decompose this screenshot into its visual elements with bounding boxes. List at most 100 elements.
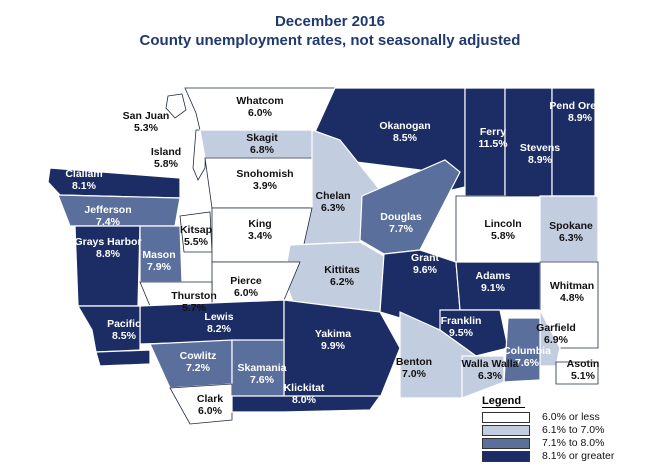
legend-title: Legend — [482, 395, 526, 408]
county-label-stevens: Stevens 8.9% — [520, 142, 560, 166]
county-walla-walla — [461, 355, 505, 399]
county-rate: 8.0% — [292, 394, 316, 406]
county-name: Stevens — [519, 142, 561, 154]
county-name: Skagit — [246, 132, 278, 144]
county-label-spokane: Spokane 6.3% — [549, 220, 593, 244]
county-rate: 6.3% — [321, 202, 345, 214]
county-label-cowlitz: Cowlitz 7.2% — [180, 350, 217, 374]
county-rate: 6.0% — [248, 107, 272, 119]
county-label-chelan: Chelan 6.3% — [315, 190, 350, 214]
county-label-san-juan: San Juan 5.3% — [123, 110, 170, 134]
county-name: Lincoln — [484, 218, 522, 230]
county-label-pierce: Pierce 6.0% — [230, 275, 262, 299]
county-label-benton: Benton 7.0% — [396, 356, 432, 380]
county-label-island: Island 5.8% — [151, 146, 181, 170]
legend-swatch — [482, 412, 530, 423]
legend-swatch — [482, 425, 530, 436]
county-rate: 8.1% — [72, 180, 96, 192]
county-label-lincoln: Lincoln 5.8% — [484, 218, 521, 242]
legend: Legend 6.0% or less 6.1% to 7.0% 7.1% to 8… — [482, 395, 652, 465]
county-name: Snohomish — [236, 168, 294, 180]
county-asotin — [555, 361, 599, 385]
county-name: Adams — [475, 270, 511, 282]
county-rate: 7.4% — [96, 216, 120, 228]
county-name: San Juan — [122, 110, 170, 122]
legend-item: 6.0% or less — [482, 411, 652, 424]
county-rate: 6.0% — [198, 405, 222, 417]
county-name: Clallam — [65, 168, 103, 180]
county-label-grays-harbor: Grays Harbor 8.8% — [74, 236, 141, 260]
county-label-king: King 3.4% — [248, 218, 272, 242]
county-rate: 7.7% — [389, 223, 413, 235]
county-label-clallam: Clallam 8.1% — [65, 168, 102, 192]
county-klickitat — [231, 395, 382, 413]
county-clark — [169, 383, 233, 425]
county-name: Skamania — [237, 362, 287, 374]
county-label-skagit: Skagit 6.8% — [246, 132, 278, 156]
county-rate: 5.7% — [182, 302, 206, 314]
county-rate: 6.0% — [234, 287, 258, 299]
county-rate: 7.0% — [402, 368, 426, 380]
county-name: Whatcom — [236, 95, 284, 107]
county-label-columbia: Columbia 7.6% — [503, 345, 551, 369]
county-label-kittitas: Kittitas 6.2% — [324, 264, 360, 288]
county-label-ferry: Ferry 11.5% — [478, 126, 507, 150]
county-label-douglas: Douglas 7.7% — [380, 211, 421, 235]
county-whitman — [539, 261, 599, 349]
county-label-walla-walla: Walla Walla 6.3% — [462, 358, 519, 382]
county-label-clark: Clark 6.0% — [197, 393, 223, 417]
legend-label: 6.1% to 7.0% — [542, 424, 605, 436]
county-label-garfield: Garfield 6.9% — [536, 322, 576, 346]
county-label-pacific: Pacific 8.5% — [107, 318, 141, 342]
county-name: Franklin — [440, 315, 482, 327]
county-rate: 9.6% — [413, 264, 437, 276]
county-rate: 6.3% — [478, 370, 502, 382]
county-label-kitsap: Kitsap 5.5% — [180, 224, 212, 248]
county-rate: 9.1% — [481, 282, 505, 294]
county-rate: 3.9% — [253, 180, 277, 192]
county-label-grant: Grant 9.6% — [411, 252, 439, 276]
county-rate: 6.8% — [250, 144, 274, 156]
county-rate: 9.4% — [97, 392, 121, 404]
county-shapes — [47, 87, 599, 425]
county-label-asotin: Asotin 5.1% — [567, 358, 600, 382]
county-name: Douglas — [380, 211, 422, 223]
county-label-pend-oreille: Pend Oreille 8.9% — [549, 100, 610, 124]
county-douglas — [359, 159, 461, 255]
county-label-adams: Adams 9.1% — [475, 270, 510, 294]
county-name: Grays Harbor — [74, 236, 142, 248]
county-name: Okanogan — [379, 120, 431, 132]
county-name: Kitsap — [179, 224, 213, 236]
county-rate: 5.1% — [571, 370, 595, 382]
county-rate: 7.2% — [186, 362, 210, 374]
county-label-jefferson: Jefferson 7.4% — [84, 204, 131, 228]
county-name: Clark — [196, 393, 224, 405]
county-rate: 8.8% — [96, 248, 120, 260]
county-rate: 8.9% — [528, 154, 552, 166]
county-rate: 7.6% — [250, 374, 274, 386]
county-rate: 8.9% — [568, 112, 592, 124]
county-name: Lewis — [204, 311, 234, 323]
county-san-juan — [165, 93, 187, 119]
county-rate: 5.8% — [154, 158, 178, 170]
county-name: Spokane — [549, 220, 593, 232]
county-name: Cowlitz — [179, 350, 217, 362]
map-subtitle: County unemployment rates, not seasonall… — [139, 32, 521, 49]
county-name: Pacific — [107, 318, 141, 330]
county-label-skamania: Skamania 7.6% — [237, 362, 286, 386]
county-name: Yakima — [314, 328, 352, 340]
county-name: Jefferson — [84, 204, 132, 216]
county-name: Klickitat — [283, 382, 325, 394]
county-name: Whitman — [549, 280, 595, 292]
county-label-franklin: Franklin 9.5% — [441, 315, 482, 339]
legend-label: 8.1% or greater — [542, 450, 615, 462]
county-name: Walla Walla — [461, 358, 519, 370]
county-columbia — [503, 317, 541, 383]
county-franklin — [439, 309, 509, 357]
county-name: Kittitas — [324, 264, 360, 276]
county-name: Benton — [395, 356, 433, 368]
county-label-lewis: Lewis 8.2% — [204, 311, 233, 335]
county-name: King — [248, 218, 272, 230]
county-name: Island — [150, 146, 182, 158]
